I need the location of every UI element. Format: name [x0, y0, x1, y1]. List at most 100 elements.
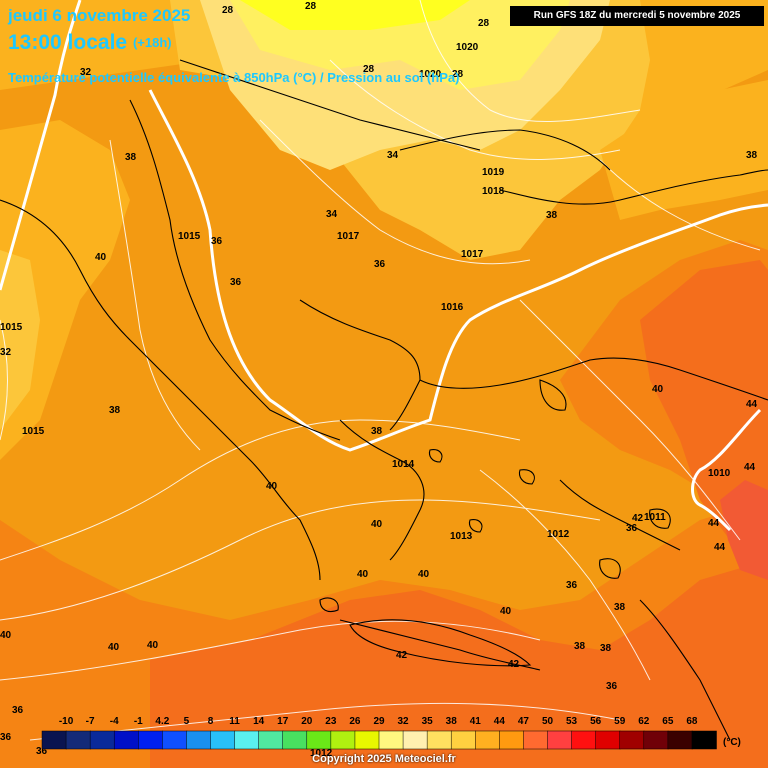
temperature-label: 40 [266, 481, 278, 492]
legend-tick-label: 38 [446, 716, 458, 727]
temperature-label: 42 [632, 513, 644, 524]
legend-swatch [475, 730, 501, 750]
legend-swatch [282, 730, 308, 750]
temperature-label: 28 [452, 69, 464, 80]
legend-unit: (°C) [723, 737, 741, 748]
temperature-zone-44 [150, 560, 768, 768]
legend-swatch [186, 730, 212, 750]
temperature-label: 36 [374, 259, 386, 270]
legend-swatch [162, 730, 188, 750]
temperature-label: 40 [652, 384, 664, 395]
legend-swatch [571, 730, 597, 750]
isotherm-thick-central [148, 89, 768, 452]
temperature-label: 38 [371, 426, 383, 437]
temperature-label: 44 [714, 542, 726, 553]
forecast-date: jeudi 6 novembre 2025 [8, 6, 191, 25]
temperature-label: 42 [396, 650, 408, 661]
legend-swatch [450, 730, 477, 750]
temperature-label: 36 [12, 705, 24, 716]
isotherm-thick-east [691, 408, 762, 532]
temperature-label: 34 [387, 150, 399, 161]
temperature-label: 38 [614, 602, 626, 613]
temperature-label: 36 [566, 580, 578, 591]
legend-tick-label: 56 [590, 716, 602, 727]
legend-swatch [41, 730, 67, 750]
legend-swatch [306, 730, 332, 750]
legend-tick-label: 32 [398, 716, 410, 727]
legend-tick-label: 20 [301, 716, 313, 727]
legend-tick-label: 41 [470, 716, 482, 727]
temperature-label: 36 [230, 277, 242, 288]
temperature-label: 28 [363, 64, 375, 75]
pressure-label: 1020 [419, 69, 442, 80]
pressure-label: 1017 [337, 231, 360, 242]
legend-swatch [89, 730, 115, 750]
legend-swatch [667, 730, 693, 750]
temperature-label: 38 [125, 152, 137, 163]
legend-swatch [426, 730, 452, 750]
legend-swatch [234, 730, 260, 750]
temperature-label: 40 [357, 569, 369, 580]
temperature-label: 36 [606, 681, 618, 692]
map-subtitle: Température potentielle équivalente à 85… [8, 70, 460, 85]
temperature-label: 32 [80, 67, 92, 78]
legend-tick-label: -10 [59, 716, 74, 727]
legend-swatch [619, 730, 645, 750]
legend-swatch [113, 730, 140, 750]
temperature-label: 36 [626, 523, 638, 534]
temperature-label: 38 [109, 405, 121, 416]
legend-tick-label: 29 [373, 716, 385, 727]
run-info: Run GFS 18Z du mercredi 5 novembre 2025 [510, 6, 764, 26]
temperature-label: 40 [147, 640, 159, 651]
legend-tick-label: 50 [542, 716, 554, 727]
legend-tick-label: 17 [277, 716, 289, 727]
pressure-label: 1014 [392, 459, 415, 470]
temperature-labels: 28 28 28 28 28 32 34 34 36 36 36 38 38 3… [0, 1, 758, 757]
legend-swatch [65, 730, 91, 750]
legend-tick-label: 68 [686, 716, 698, 727]
coastlines [0, 59, 768, 741]
legend-swatch [547, 730, 573, 750]
forecast-lead: (+18h) [132, 35, 172, 50]
legend-swatch [523, 730, 549, 750]
temperature-label: 36 [0, 732, 12, 743]
temperature-label: 28 [222, 5, 234, 16]
temperature-label: 38 [600, 643, 612, 654]
temperature-zone-west-35 [0, 250, 40, 430]
legend-swatch [595, 730, 621, 750]
temperature-label: 36 [36, 746, 48, 757]
pressure-label: 1012 [310, 748, 333, 759]
legend-tick-label: 53 [566, 716, 578, 727]
temperature-label: 40 [500, 606, 512, 617]
temperature-label: 38 [746, 150, 758, 161]
temperature-label: 34 [326, 209, 338, 220]
legend-tick-label: 65 [662, 716, 674, 727]
legend-tick-label: 5 [184, 716, 190, 727]
temperature-label: 44 [708, 518, 720, 529]
temperature-label: 32 [0, 347, 12, 358]
legend-swatch [138, 730, 164, 750]
legend-swatch [330, 730, 356, 750]
forecast-hour-text: 13:00 locale [8, 31, 128, 54]
temperature-label: 40 [95, 252, 107, 263]
pressure-label: 1019 [482, 167, 505, 178]
legend-swatch [499, 730, 525, 750]
temperature-label: 44 [746, 399, 758, 410]
legend-tick-label: 14 [253, 716, 265, 727]
legend-tick-label: 26 [349, 716, 361, 727]
legend-tick-label: 44 [494, 716, 506, 727]
legend-tick-label: 4.2 [155, 716, 169, 727]
pressure-labels: 1020 1020 1019 1018 1017 1017 1016 1015 … [0, 42, 731, 759]
legend-tick-label: 62 [638, 716, 650, 727]
pressure-label: 1015 [0, 322, 23, 333]
pressure-label: 1020 [456, 42, 479, 53]
pressure-label: 1015 [22, 426, 45, 437]
temperature-label: 42 [508, 659, 520, 670]
legend-tick-label: 59 [614, 716, 626, 727]
temperature-zone-26 [240, 0, 470, 30]
legend-tick-label: 8 [208, 716, 214, 727]
pressure-label: 1013 [450, 531, 473, 542]
pressure-label: 1017 [461, 249, 484, 260]
temperature-label: 28 [478, 18, 490, 29]
legend-tick-label: -7 [86, 716, 95, 727]
